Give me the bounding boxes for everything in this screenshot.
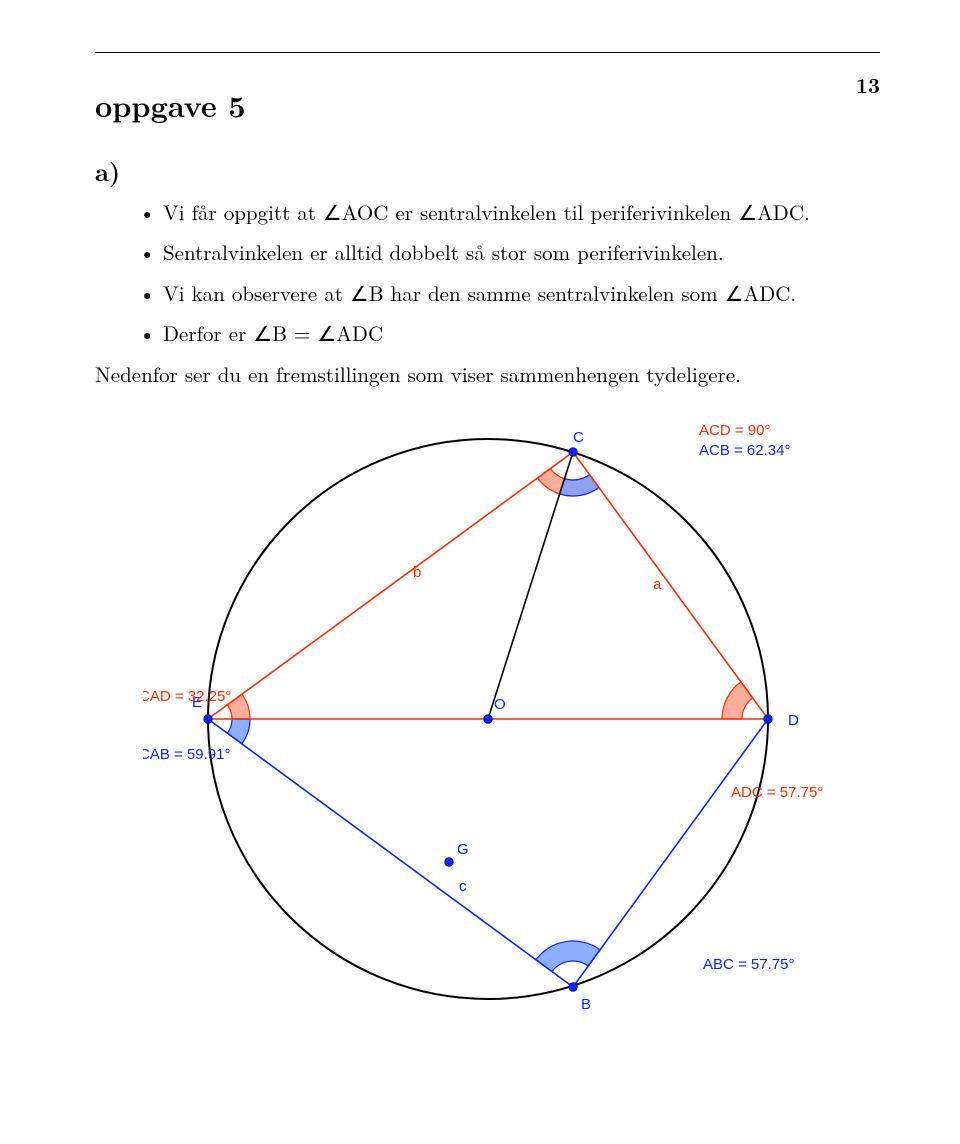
list-item: Sentralvinkelen er alltid dobbelt så sto… [121, 237, 880, 267]
header-rule [95, 52, 880, 53]
svg-text:G: G [457, 841, 469, 858]
bullet-list: Vi får oppgitt at ∠AOC er sentralvinkele… [95, 197, 880, 349]
list-item: Vi kan observere at ∠B har den samme sen… [121, 278, 880, 308]
page-number: 13 [856, 70, 880, 100]
section-heading: oppgave 5 [95, 83, 880, 126]
svg-text:ABC = 57.75°: ABC = 57.75° [703, 956, 794, 973]
subpart-heading: a) [95, 154, 880, 189]
intro-sentence: Nedenfor ser du en fremstillingen som vi… [95, 359, 880, 389]
svg-text:CAB = 59.91°: CAB = 59.91° [143, 746, 230, 763]
svg-text:ADC = 57.75°: ADC = 57.75° [731, 784, 823, 801]
svg-text:D: D [788, 712, 799, 729]
svg-text:O: O [494, 696, 506, 713]
list-item: Derfor er ∠B = ∠ADC [121, 318, 880, 348]
svg-text:ACD = 90°: ACD = 90° [699, 422, 770, 439]
figure-wrapper: bacCDEBOGACD = 90°ACB = 62.34°CAD = 32.2… [95, 399, 880, 1029]
svg-text:CAD = 32.25°: CAD = 32.25° [143, 688, 231, 705]
svg-text:c: c [459, 878, 467, 895]
list-item: Vi får oppgitt at ∠AOC er sentralvinkele… [121, 197, 880, 227]
geometry-figure: bacCDEBOGACD = 90°ACB = 62.34°CAD = 32.2… [143, 399, 833, 1029]
svg-text:B: B [581, 996, 591, 1013]
svg-text:ACB = 62.34°: ACB = 62.34° [699, 442, 790, 459]
svg-text:C: C [573, 429, 584, 446]
svg-text:a: a [653, 576, 662, 593]
svg-text:b: b [413, 564, 421, 581]
